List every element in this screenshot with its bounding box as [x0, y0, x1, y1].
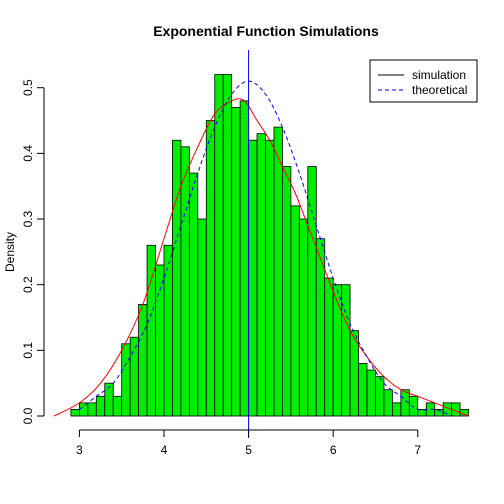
chart-title: Exponential Function Simulations	[153, 23, 379, 39]
histogram-bar	[375, 376, 385, 417]
histogram-bar	[282, 166, 292, 417]
simulation-legend-label: simulation	[412, 68, 466, 82]
y-tick-label: 0.3	[21, 210, 35, 227]
histogram-bar	[298, 218, 309, 417]
histogram-bar	[265, 139, 275, 417]
bars-group	[70, 74, 469, 417]
histogram-bar	[332, 284, 343, 417]
x-tick-label: 6	[330, 443, 337, 457]
histogram-bar	[78, 402, 89, 417]
y-tick-label: 0.1	[21, 342, 35, 359]
histogram-bar	[324, 277, 334, 417]
histogram-bar	[256, 133, 266, 417]
legend-box	[369, 59, 478, 103]
y-tick-label: 0.4	[21, 145, 35, 162]
histogram-bar	[112, 395, 123, 417]
y-tick-label: 0.2	[21, 276, 35, 293]
histogram-bar	[358, 363, 368, 417]
histogram-bar	[273, 126, 283, 417]
histogram-bar	[391, 402, 402, 417]
histogram-bar	[205, 120, 216, 417]
y-axis-label: Density	[3, 232, 17, 272]
x-tick-label: 7	[414, 443, 421, 457]
histogram-bar	[180, 146, 190, 417]
simulation-curve	[53, 98, 469, 417]
histogram-bar	[231, 107, 241, 417]
y-tick-label: 0.5	[21, 79, 35, 96]
y-tick-label: 0.0	[21, 407, 35, 424]
histogram-bar	[163, 244, 173, 417]
x-tick-label: 3	[76, 443, 83, 457]
theoretical-curve	[79, 80, 452, 417]
histogram-bar	[70, 409, 80, 417]
histogram-bar	[222, 74, 233, 417]
histogram-bar	[197, 218, 207, 417]
histogram-bar	[188, 172, 199, 417]
histogram-bar	[87, 402, 97, 417]
histogram-bar	[366, 369, 376, 417]
histogram-bar	[95, 395, 106, 417]
histogram-bar	[408, 395, 419, 417]
histogram-bar	[172, 139, 182, 417]
histogram-bar	[155, 264, 165, 417]
histogram-bar	[129, 336, 139, 417]
axes-group: 3 4 5 6 7 0.0 0.1 0.2 0.3 0.4 0.5	[21, 79, 421, 457]
histogram-bar	[239, 100, 249, 417]
histogram-bar	[214, 74, 224, 417]
x-tick-label: 4	[161, 443, 168, 457]
histogram-bar	[248, 139, 258, 417]
theoretical-legend-label: theoretical	[412, 83, 467, 97]
histogram-bar	[383, 389, 393, 417]
histogram-bar	[138, 303, 148, 417]
histogram-bar	[290, 205, 300, 417]
histogram-bar	[104, 382, 114, 417]
histogram-bar	[121, 343, 131, 417]
x-tick-label: 5	[245, 443, 252, 457]
curves-group	[53, 50, 469, 438]
